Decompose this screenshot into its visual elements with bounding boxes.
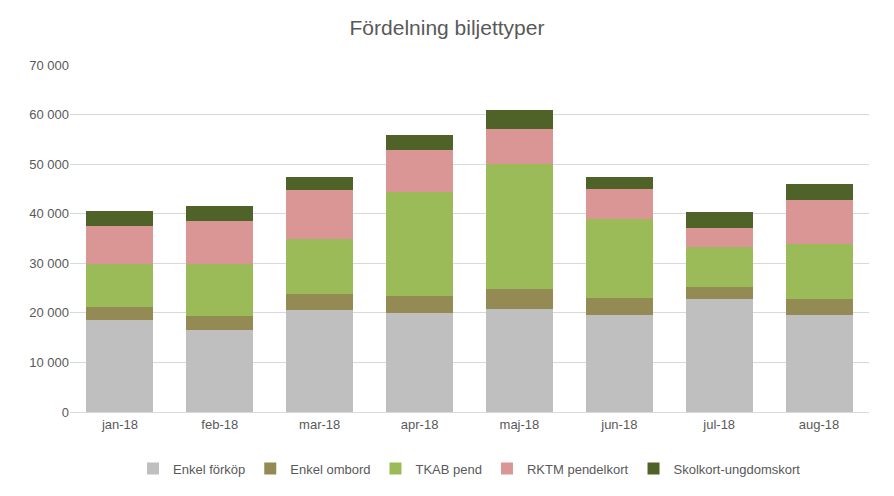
svg-text:aug-18: aug-18 xyxy=(799,417,839,432)
svg-text:Enkel ombord: Enkel ombord xyxy=(290,462,370,477)
svg-text:20 000: 20 000 xyxy=(29,305,69,320)
svg-text:feb-18: feb-18 xyxy=(201,417,238,432)
svg-text:mar-18: mar-18 xyxy=(299,417,340,432)
svg-text:Enkel förköp: Enkel förköp xyxy=(173,462,245,477)
svg-text:TKAB pend: TKAB pend xyxy=(415,462,482,477)
svg-text:Fördelning biljettyper: Fördelning biljettyper xyxy=(350,16,545,39)
svg-text:10 000: 10 000 xyxy=(29,355,69,370)
svg-text:30 000: 30 000 xyxy=(29,256,69,271)
svg-text:maj-18: maj-18 xyxy=(500,417,540,432)
svg-text:0: 0 xyxy=(62,405,69,420)
svg-text:60 000: 60 000 xyxy=(29,107,69,122)
svg-text:Skolkort-ungdomskort: Skolkort-ungdomskort xyxy=(674,462,801,477)
svg-text:50 000: 50 000 xyxy=(29,157,69,172)
svg-text:RKTM pendelkort: RKTM pendelkort xyxy=(527,462,629,477)
svg-text:jun-18: jun-18 xyxy=(600,417,637,432)
svg-text:apr-18: apr-18 xyxy=(401,417,439,432)
svg-text:jul-18: jul-18 xyxy=(702,417,735,432)
svg-text:70 000: 70 000 xyxy=(29,58,69,73)
svg-text:40 000: 40 000 xyxy=(29,206,69,221)
svg-text:jan-18: jan-18 xyxy=(101,417,138,432)
